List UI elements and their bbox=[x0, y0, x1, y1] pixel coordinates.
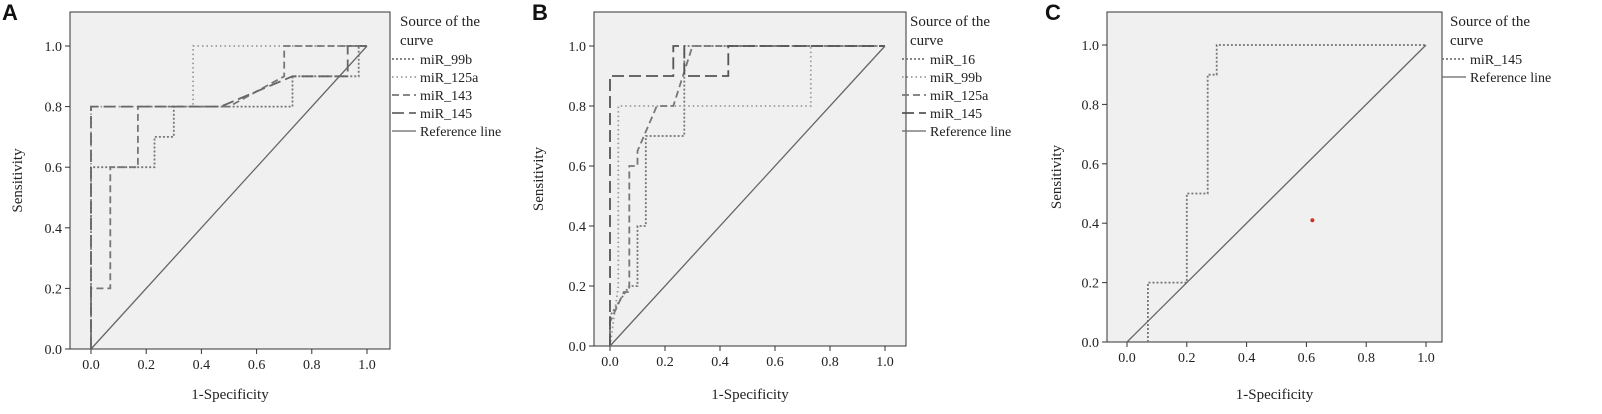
series-line-mir-145 bbox=[90, 45, 367, 349]
legend-entry-label: miR_145 bbox=[930, 107, 982, 122]
panel-letter: C bbox=[1045, 0, 1061, 25]
x-axis-title: 1-Specificity bbox=[191, 387, 269, 403]
roc-panel-b: B 0.0 0.0 0.2 0.2 0.4 0.4 0.6 0.6 0.8 0.8 1.0 1.0 1-S… bbox=[531, 0, 1011, 403]
x-tick-label: 1.0 bbox=[358, 358, 376, 373]
legend-entry-label: Reference line bbox=[930, 125, 1011, 140]
data-point-marker bbox=[1310, 218, 1315, 223]
y-tick-label: 0.4 bbox=[569, 220, 587, 235]
y-tick-label: 0.4 bbox=[1082, 217, 1100, 232]
legend-entry-label: miR_145 bbox=[420, 107, 472, 122]
legend-entry-label: miR_143 bbox=[420, 89, 472, 104]
panel-letter: A bbox=[2, 0, 18, 25]
legend-entry-label: Reference line bbox=[420, 125, 501, 140]
series-line-reference-line bbox=[609, 45, 886, 347]
plot-area bbox=[593, 11, 907, 347]
legend-entry-label: miR_99b bbox=[930, 71, 982, 86]
y-tick-label: 0.8 bbox=[1082, 98, 1100, 113]
panel-letter: B bbox=[532, 0, 548, 25]
legend-entry-label: miR_16 bbox=[930, 53, 975, 68]
x-tick-label: 0.2 bbox=[137, 358, 155, 373]
legend: Source of the curve miR_145 Reference line bbox=[1442, 14, 1551, 86]
roc-panel-c: C 0.0 0.0 0.2 0.2 0.4 0.4 0.6 0.6 0.8 0.8 1.0 1.0 1-S… bbox=[1045, 0, 1551, 403]
x-tick-label: 0.4 bbox=[193, 358, 211, 373]
x-tick-label: 1.0 bbox=[876, 355, 894, 370]
legend-title: Source of the bbox=[1450, 14, 1530, 30]
y-axis-title: Sensitivity bbox=[10, 148, 26, 213]
legend-entry-label: Reference line bbox=[1470, 71, 1551, 86]
x-tick-label: 0.2 bbox=[656, 355, 674, 370]
y-tick-label: 0.0 bbox=[569, 340, 587, 355]
y-tick-label: 0.8 bbox=[569, 100, 587, 115]
y-axis-title: Sensitivity bbox=[1049, 144, 1065, 209]
y-tick-label: 1.0 bbox=[1082, 39, 1100, 54]
legend-entry-label: miR_125a bbox=[420, 71, 479, 86]
x-tick-label: 0.6 bbox=[766, 355, 784, 370]
plot-area bbox=[1106, 11, 1443, 343]
legend-entry-label: miR_125a bbox=[930, 89, 989, 104]
y-tick-label: 0.2 bbox=[569, 280, 587, 295]
x-tick-label: 0.4 bbox=[711, 355, 729, 370]
x-tick-label: 0.8 bbox=[303, 358, 321, 373]
x-tick-label: 0.8 bbox=[821, 355, 839, 370]
y-tick-label: 0.6 bbox=[45, 161, 63, 176]
x-tick-label: 0.8 bbox=[1357, 351, 1375, 366]
x-tick-label: 1.0 bbox=[1417, 351, 1435, 366]
y-tick-label: 0.6 bbox=[1082, 158, 1100, 173]
series-line-mir-125a bbox=[609, 45, 885, 346]
y-tick-label: 0.4 bbox=[45, 222, 63, 237]
series-line-mir-145 bbox=[1147, 44, 1426, 342]
legend-title: Source of the bbox=[910, 14, 990, 30]
x-tick-label: 0.4 bbox=[1238, 351, 1256, 366]
legend-title: Source of the bbox=[400, 14, 480, 30]
legend-title: curve bbox=[1450, 33, 1484, 49]
y-axis-title: Sensitivity bbox=[531, 146, 547, 211]
y-tick-label: 0.2 bbox=[45, 282, 63, 297]
series-line-mir-145 bbox=[609, 45, 885, 346]
x-tick-label: 0.0 bbox=[82, 358, 100, 373]
y-tick-label: 1.0 bbox=[45, 40, 63, 55]
x-axis-title: 1-Specificity bbox=[1236, 387, 1314, 403]
series-line-reference-line bbox=[1126, 44, 1427, 343]
y-tick-label: 0.6 bbox=[569, 160, 587, 175]
y-tick-label: 1.0 bbox=[569, 40, 587, 55]
y-tick-label: 0.2 bbox=[1082, 277, 1100, 292]
series-line-reference-line bbox=[90, 45, 368, 350]
x-tick-label: 0.6 bbox=[1298, 351, 1316, 366]
y-tick-label: 0.0 bbox=[45, 343, 63, 358]
legend-title: curve bbox=[910, 33, 944, 49]
x-tick-label: 0.2 bbox=[1178, 351, 1196, 366]
y-tick-label: 0.0 bbox=[1082, 336, 1100, 351]
series-line-mir-99b bbox=[609, 45, 885, 347]
legend-entry-label: miR_145 bbox=[1470, 53, 1522, 68]
x-axis-title: 1-Specificity bbox=[711, 387, 789, 403]
roc-panel-a: A 0.0 0.0 0.2 0.2 0.4 0.4 0.6 0.6 0.8 0.8 1.0 1.0 1-S… bbox=[2, 0, 501, 403]
x-tick-label: 0.6 bbox=[248, 358, 266, 373]
legend: Source of the curve miR_99b miR_125a miR_143… bbox=[392, 14, 501, 140]
legend-entry-label: miR_99b bbox=[420, 53, 472, 68]
x-tick-label: 0.0 bbox=[601, 355, 619, 370]
legend: Source of the curve miR_16 miR_99b miR_125am… bbox=[902, 14, 1011, 140]
y-tick-label: 0.8 bbox=[45, 101, 63, 116]
legend-title: curve bbox=[400, 33, 434, 49]
x-tick-label: 0.0 bbox=[1118, 351, 1136, 366]
series-line-mir-143 bbox=[90, 45, 367, 349]
plot-area bbox=[69, 11, 391, 350]
